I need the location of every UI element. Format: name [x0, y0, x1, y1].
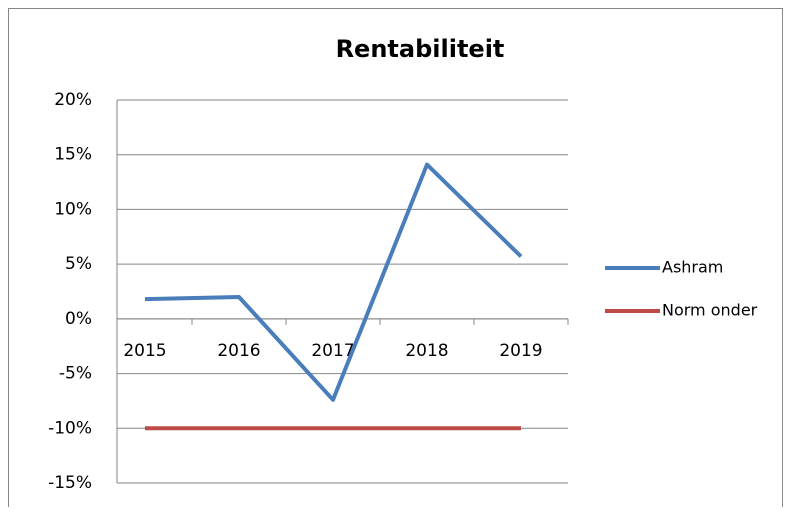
x-tick-label: 2016	[217, 341, 260, 361]
y-tick-label: -5%	[59, 364, 92, 384]
legend-label: Ashram	[662, 258, 723, 277]
y-tick-label: 15%	[54, 145, 92, 165]
x-tick-label: 2019	[499, 341, 542, 361]
series-line	[144, 162, 523, 402]
y-tick-label: 5%	[65, 254, 92, 274]
x-tick-label: 2018	[405, 341, 448, 361]
chart-title: Rentabiliteit	[336, 35, 505, 63]
y-tick-label: 10%	[54, 199, 92, 219]
x-tick-label: 2017	[311, 341, 354, 361]
legend-label: Norm onder	[662, 301, 758, 320]
y-tick-label: -10%	[48, 418, 92, 438]
x-tick-label: 2015	[123, 341, 166, 361]
y-tick-label: 20%	[54, 90, 92, 110]
y-tick-label: -15%	[48, 473, 92, 493]
y-tick-label: 0%	[65, 309, 92, 329]
